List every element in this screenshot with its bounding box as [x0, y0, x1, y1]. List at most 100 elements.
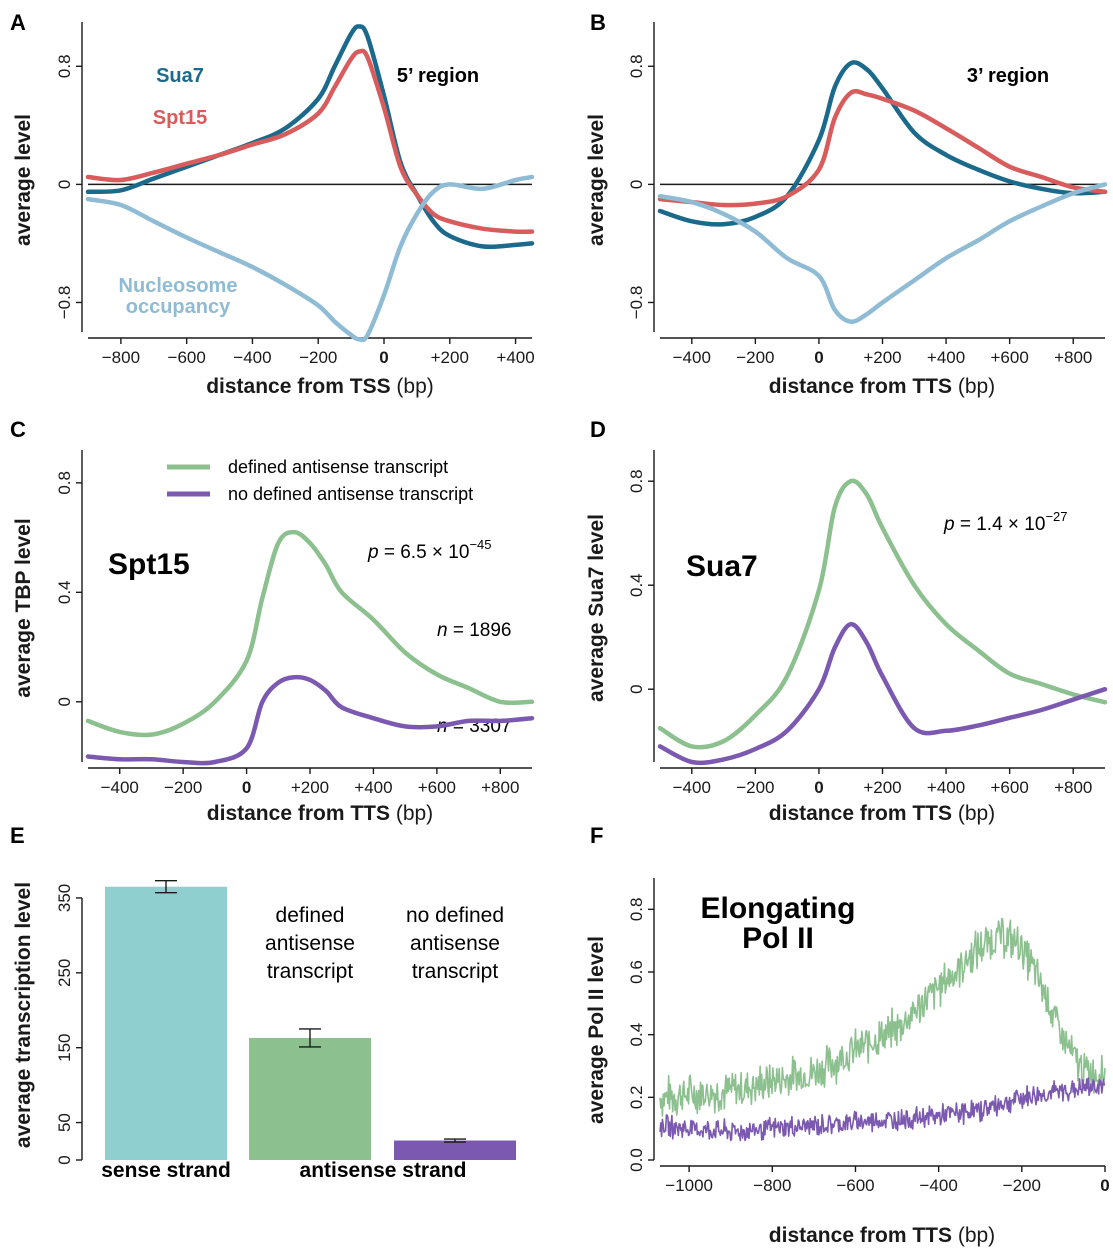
region-label-a: 5’ region [397, 65, 479, 87]
panel-letter-b: B [590, 10, 606, 35]
y-axis-title-f: average Pol II level [585, 936, 608, 1124]
x-axis-title-d: distance from TTS (bp) [769, 802, 995, 825]
big-label-elongating: Elongating [701, 892, 856, 925]
series-line-b-sua7 [657, 60, 1108, 227]
x-tick-label-f: −1000 [665, 1176, 713, 1195]
series-line-f-defined-antisense-transcript [659, 917, 1106, 1117]
series-label-occupancy-a: occupancy [126, 296, 231, 318]
bar-label-defined-line1: defined [276, 904, 345, 927]
x-axis-title-c: distance from TTS (bp) [207, 802, 433, 825]
bar-sense-strand [105, 886, 227, 1160]
x-axis-title-a: distance from TSS (bp) [206, 375, 434, 398]
panel-letter-d: D [590, 417, 606, 442]
x-axis-unit-f: (bp) [952, 1224, 995, 1247]
x-tick-label-a: 0 [379, 348, 388, 367]
series-line-a-nucleosome-occupancy [85, 174, 535, 343]
x-tick-label-c: +200 [291, 778, 329, 797]
x-tick-label-a: +200 [431, 348, 469, 367]
bar-no-defined-antisense-transcript [394, 1140, 516, 1160]
panel-f: F average Pol II level distance from TTS… [585, 823, 995, 1247]
x-axis-unit-a: (bp) [391, 375, 434, 398]
y-axis-title-d: average Sua7 level [585, 514, 608, 702]
panel-letter-f: F [590, 823, 603, 848]
series-label-sua7-a: Sua7 [156, 65, 204, 87]
panel-letter-a: A [10, 10, 26, 35]
panel-e: E average transcription level defined an… [10, 823, 504, 1182]
x-axis-title-bold-c: distance from TTS [207, 802, 390, 825]
x-tick-label-c: 0 [242, 778, 251, 797]
bar-label-defined-line3: transcript [267, 960, 354, 983]
x-tick-label-f: −200 [1003, 1176, 1041, 1195]
x-tick-label-b: +200 [863, 348, 901, 367]
p-value-text-c: = 6.5 × 10 [379, 542, 470, 563]
x-tick-label-d: +600 [990, 778, 1028, 797]
x-tick-label-b: +400 [927, 348, 965, 367]
bar-label-nodefined-line1: no defined [406, 904, 504, 927]
x-tick-label-f: 0 [1100, 1176, 1109, 1195]
series-line-d-defined-antisense-transcript [657, 478, 1108, 750]
bar-defined-antisense-transcript [249, 1037, 371, 1160]
series-line-d-no-defined-antisense-transcript [657, 621, 1108, 766]
p-value-text-d: = 1.4 × 10 [955, 514, 1046, 535]
x-tick-label-a: +400 [496, 348, 534, 367]
x-tick-label-a: −200 [299, 348, 337, 367]
x-tick-label-b: 0 [814, 348, 823, 367]
x-axis-title-f: distance from TTS (bp) [769, 1224, 995, 1247]
panel-letter-c: C [10, 417, 26, 442]
series-line-b-spt15 [657, 89, 1108, 208]
y-tick-label-f: 0.8 [627, 898, 646, 922]
x-tick-label-c: +600 [418, 778, 456, 797]
big-label-pol-ii: Pol II [742, 922, 814, 955]
p-symbol-c: p [367, 542, 379, 563]
x-tick-label-b: −200 [736, 348, 774, 367]
y-tick-label-c: 0 [55, 697, 74, 706]
y-tick-label-b: 0.8 [627, 54, 646, 78]
p-symbol-d: p [943, 514, 955, 535]
legend-label-nodefined: no defined antisense transcript [228, 484, 473, 504]
panel-a: A average level distance from TSS (bp) 5… [10, 10, 479, 398]
y-tick-label-f: 0.2 [627, 1086, 646, 1110]
y-tick-label-e: 150 [55, 1034, 74, 1062]
series-label-nucleosome-a: Nucleosome [119, 275, 238, 297]
y-tick-label-e: 350 [55, 884, 74, 912]
p-value-c: p = 6.5 × 10−45 [367, 537, 492, 563]
y-tick-label-d: 0 [627, 684, 646, 693]
y-tick-label-e: 50 [55, 1113, 74, 1132]
y-tick-label-f: 0.4 [627, 1023, 646, 1047]
x-category-sense: sense strand [101, 1159, 231, 1182]
y-tick-label-b: −0.8 [627, 286, 646, 320]
y-tick-label-c: 0.4 [55, 580, 74, 604]
x-tick-label-d: 0 [814, 778, 823, 797]
x-axis-unit-c: (bp) [390, 802, 433, 825]
series-line-a-sua7 [85, 24, 535, 250]
x-axis-unit-d: (bp) [952, 802, 995, 825]
x-category-antisense: antisense strand [300, 1159, 467, 1182]
x-axis-title-b: distance from TTS (bp) [769, 375, 995, 398]
series-line-c-no-defined-antisense-transcript [85, 674, 535, 766]
y-axis-title-a: average level [12, 114, 35, 246]
series-line-a-spt15 [85, 48, 535, 235]
y-tick-label-f: 0.6 [627, 960, 646, 984]
n-value-defined-c: = 1896 [448, 620, 512, 641]
x-tick-label-a: −600 [168, 348, 206, 367]
panel-d: D average Sua7 level distance from TTS (… [585, 417, 1068, 825]
x-axis-unit-b: (bp) [952, 375, 995, 398]
series-label-spt15-a: Spt15 [153, 107, 207, 129]
y-tick-label-d: 0.8 [627, 469, 646, 493]
x-tick-label-f: −400 [919, 1176, 957, 1195]
panel-c: C average TBP level distance from TTS (b… [10, 417, 512, 825]
x-tick-label-c: −200 [164, 778, 202, 797]
x-tick-label-d: −400 [673, 778, 711, 797]
y-tick-label-f: 0.0 [627, 1148, 646, 1172]
p-exponent-d: −27 [1045, 509, 1067, 524]
y-tick-label-e: 0 [55, 1155, 74, 1164]
x-tick-label-f: −800 [753, 1176, 791, 1195]
bar-label-nodefined-line3: transcript [412, 960, 499, 983]
x-axis-title-bold-f: distance from TTS [769, 1224, 952, 1247]
x-tick-label-d: +200 [863, 778, 901, 797]
x-tick-label-d: +800 [1054, 778, 1092, 797]
y-tick-label-a: 0.8 [55, 54, 74, 78]
region-label-b: 3’ region [967, 65, 1049, 87]
y-tick-label-d: 0.4 [627, 573, 646, 597]
